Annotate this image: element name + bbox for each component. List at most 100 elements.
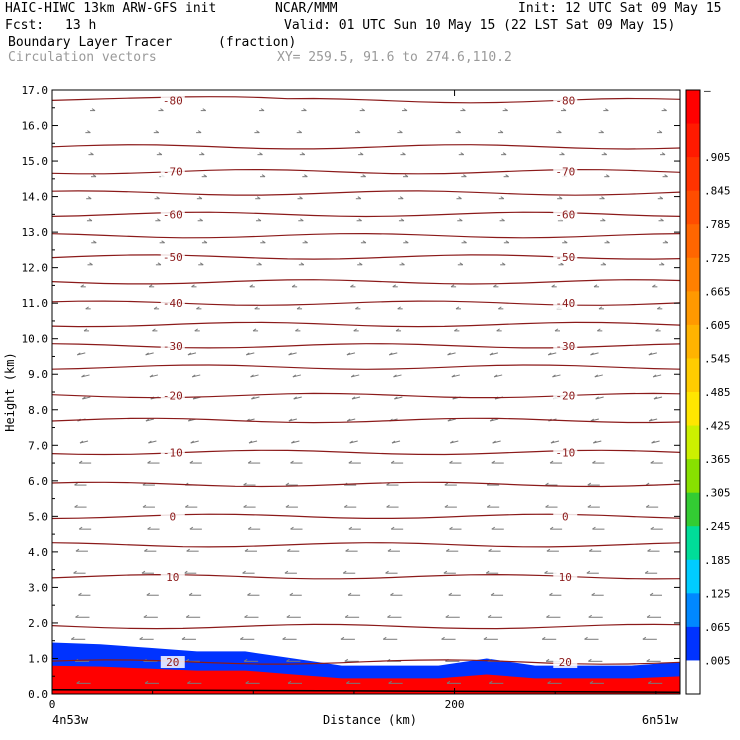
- vector-head: [489, 418, 494, 422]
- vector-head: [605, 108, 609, 112]
- vector-head: [445, 614, 450, 618]
- vector-head: [605, 174, 610, 178]
- plot-frame: [51, 89, 681, 695]
- isotherm: [52, 623, 680, 630]
- vector-head: [79, 440, 84, 444]
- vector-head: [658, 130, 663, 134]
- vector-head: [144, 680, 149, 684]
- vector-head: [186, 548, 190, 552]
- vector-head: [288, 352, 292, 356]
- isotherm: [52, 232, 680, 239]
- isotherm-label: 0: [562, 510, 569, 523]
- vector-head: [246, 352, 250, 356]
- isotherm-label-bg: [160, 94, 185, 107]
- vector-head: [647, 680, 652, 684]
- isotherm-label-bg: [160, 297, 185, 310]
- y-tick-label: 7.0: [28, 439, 48, 452]
- vector-head: [292, 374, 297, 378]
- vector-head: [194, 328, 199, 332]
- colorbar-label: .725: [704, 252, 731, 265]
- vector-head: [588, 548, 593, 552]
- vector-head: [642, 636, 647, 640]
- vector-head: [191, 374, 196, 378]
- vector-head: [257, 218, 262, 222]
- colorbar-swatch: [686, 492, 700, 527]
- isotherm-label: 10: [166, 571, 179, 584]
- vector-head: [501, 218, 505, 222]
- vector-head: [161, 240, 165, 244]
- vector-head: [561, 152, 565, 156]
- colorbar-label: .245: [704, 520, 731, 533]
- colorbar-label: .485: [704, 386, 731, 399]
- isotherm-label-bg: [553, 656, 578, 669]
- vector-head: [444, 504, 449, 508]
- isotherm-label: -20: [163, 390, 183, 403]
- vector-head: [90, 152, 94, 156]
- vector-head: [655, 328, 659, 332]
- vector-head: [80, 284, 85, 288]
- colorbar-swatch: [686, 626, 700, 662]
- vector-head: [449, 460, 453, 464]
- vector-head: [450, 440, 454, 444]
- vector-head: [544, 570, 548, 574]
- vector-head: [547, 680, 551, 684]
- vector-head: [601, 196, 605, 200]
- vector-head: [148, 440, 152, 444]
- vector-head: [203, 174, 207, 178]
- y-tick-label: 9.0: [28, 368, 48, 381]
- vector-head: [355, 306, 359, 310]
- vector-head: [284, 570, 289, 574]
- vector-head: [594, 374, 599, 378]
- y-tick-label: 17.0: [22, 84, 49, 97]
- y-tick-label: 2.0: [28, 617, 48, 630]
- isotherm-label-bg: [553, 510, 578, 523]
- vector-head: [390, 592, 394, 596]
- vector-head: [75, 548, 80, 552]
- vector-head: [563, 240, 568, 244]
- isotherm: [52, 481, 680, 488]
- forecast-label: Fcst:: [5, 18, 45, 33]
- x-axis-label: Distance (km): [323, 713, 417, 727]
- vector-head: [73, 570, 77, 574]
- vector-head: [240, 636, 244, 640]
- vector-head: [589, 680, 594, 684]
- vector-head: [242, 570, 246, 574]
- org-label: NCAR/MMM: [275, 1, 338, 16]
- isotherm-label-bg: [553, 94, 578, 107]
- vector-head: [296, 306, 301, 310]
- y-tick-label: 16.0: [22, 120, 49, 133]
- vector-head: [92, 174, 97, 178]
- vector-head: [648, 352, 653, 356]
- isotherm-labeled: [52, 392, 680, 399]
- vector-head: [346, 680, 350, 684]
- vector-head: [189, 460, 194, 464]
- vector-head: [463, 174, 467, 178]
- vector-head: [291, 440, 295, 444]
- vector-head: [399, 196, 404, 200]
- isotherm: [52, 364, 680, 370]
- vector-head: [458, 196, 462, 200]
- vector-head: [301, 152, 306, 156]
- vector-head: [260, 108, 265, 112]
- vector-head: [447, 352, 451, 356]
- vector-head: [153, 306, 158, 310]
- isotherm-label: -20: [555, 390, 575, 403]
- vector-head: [81, 374, 85, 378]
- vector-head: [344, 614, 349, 618]
- vector-head: [157, 262, 162, 266]
- vector-head: [451, 374, 456, 378]
- isotherm-label-bg: [553, 389, 578, 402]
- colorbar-swatch: [686, 593, 700, 628]
- vector-head: [243, 482, 247, 486]
- vector-head: [391, 440, 396, 444]
- isotherm-label-bg: [553, 570, 578, 583]
- colorbar-swatch: [686, 123, 700, 158]
- vector-head: [350, 284, 354, 288]
- isotherm-label: -10: [555, 446, 575, 459]
- vector-head: [247, 460, 252, 464]
- vector-head: [649, 592, 654, 596]
- isotherm-label-bg: [160, 208, 185, 221]
- isotherm-label: -60: [163, 208, 183, 221]
- vector-head: [587, 504, 592, 508]
- vector-head: [603, 152, 608, 156]
